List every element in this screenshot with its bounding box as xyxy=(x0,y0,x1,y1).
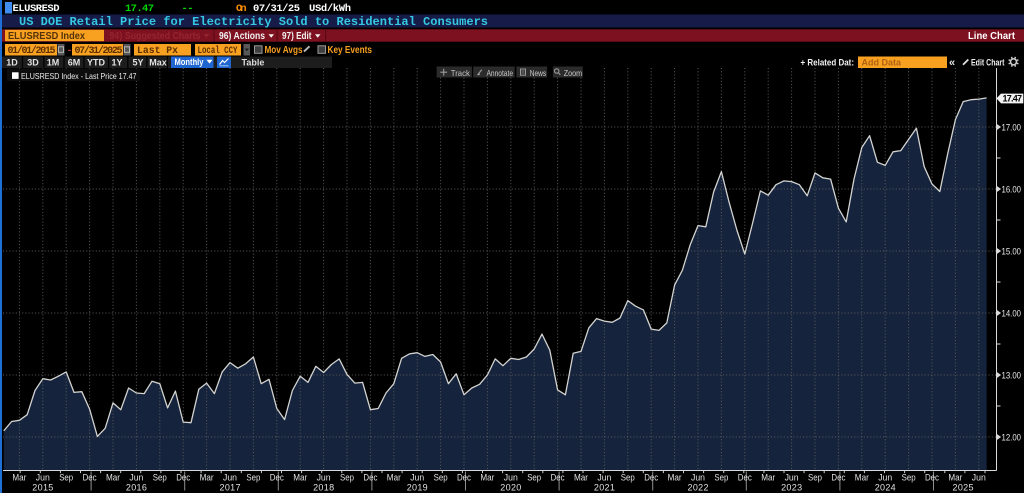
svg-text:2022: 2022 xyxy=(688,483,709,493)
svg-text:Jun: Jun xyxy=(597,473,611,483)
svg-text:Mar: Mar xyxy=(480,473,494,483)
svg-text:17.00: 17.00 xyxy=(1002,122,1022,133)
svg-text:Jun: Jun xyxy=(223,473,237,483)
svg-text:Edit Chart: Edit Chart xyxy=(971,57,1005,67)
svg-text:94) Suggested Charts: 94) Suggested Charts xyxy=(110,31,201,42)
svg-text:Dec: Dec xyxy=(644,473,658,483)
svg-text:USd/kWh: USd/kWh xyxy=(309,3,351,15)
svg-text:Sep: Sep xyxy=(714,473,728,483)
svg-text:07/31/25: 07/31/25 xyxy=(253,3,300,15)
svg-text:13.00: 13.00 xyxy=(1002,370,1022,381)
svg-text:2019: 2019 xyxy=(407,483,428,493)
svg-text:Jun: Jun xyxy=(410,473,424,483)
svg-text:01/01/2015: 01/01/2015 xyxy=(8,45,56,57)
svg-text:14.00: 14.00 xyxy=(1002,308,1022,319)
svg-text:Add Data: Add Data xyxy=(862,57,902,67)
svg-text:3D: 3D xyxy=(27,57,39,67)
svg-text:Sep: Sep xyxy=(246,473,260,483)
svg-text:15.00: 15.00 xyxy=(1002,246,1022,257)
svg-text:2016: 2016 xyxy=(126,483,147,493)
svg-text:Mar: Mar xyxy=(387,473,401,483)
svg-text:Mar: Mar xyxy=(855,473,869,483)
svg-text:Line Chart: Line Chart xyxy=(968,31,1016,42)
svg-text:2024: 2024 xyxy=(875,483,896,493)
svg-text:Jun: Jun xyxy=(691,473,705,483)
svg-text:2025: 2025 xyxy=(953,483,974,493)
svg-text:2023: 2023 xyxy=(781,483,802,493)
svg-text:Mov Avgs: Mov Avgs xyxy=(265,45,303,56)
svg-text:12.00: 12.00 xyxy=(1002,432,1022,443)
svg-text:Mar: Mar xyxy=(668,473,682,483)
svg-text:News: News xyxy=(530,68,547,78)
svg-text:Key Events: Key Events xyxy=(328,45,373,56)
svg-text:2021: 2021 xyxy=(594,483,615,493)
svg-text:Jun: Jun xyxy=(129,473,143,483)
svg-text:Dec: Dec xyxy=(925,473,939,483)
svg-text:Sep: Sep xyxy=(621,473,635,483)
svg-text:US DOE Retail Price for Electr: US DOE Retail Price for Electricity Sold… xyxy=(19,15,488,29)
svg-text:5Y: 5Y xyxy=(132,57,143,67)
svg-text:16.00: 16.00 xyxy=(1002,184,1022,195)
svg-text:Annotate: Annotate xyxy=(487,68,514,78)
svg-text:Jun: Jun xyxy=(972,473,986,483)
svg-text:2020: 2020 xyxy=(500,483,521,493)
svg-text:Dec: Dec xyxy=(363,473,377,483)
svg-text:Table: Table xyxy=(242,57,265,67)
svg-text:Last Px: Last Px xyxy=(137,46,178,57)
svg-text:Dec: Dec xyxy=(738,473,752,483)
svg-text:Sep: Sep xyxy=(902,473,916,483)
svg-text:Zoom: Zoom xyxy=(564,68,583,78)
svg-text:ELUSRESD: ELUSRESD xyxy=(13,3,60,15)
svg-text:On: On xyxy=(236,3,247,15)
svg-text:Jun: Jun xyxy=(878,473,892,483)
svg-text:-: - xyxy=(67,46,73,57)
svg-text:ELUSRESD Index - Last Price 17: ELUSRESD Index - Last Price 17.47 xyxy=(21,71,137,81)
svg-text:2018: 2018 xyxy=(313,483,334,493)
svg-text:Dec: Dec xyxy=(551,473,565,483)
svg-text:17.47: 17.47 xyxy=(125,3,154,15)
svg-text:Mar: Mar xyxy=(200,473,214,483)
svg-text:07/31/2025: 07/31/2025 xyxy=(75,45,123,57)
svg-text:Monthly: Monthly xyxy=(175,57,204,67)
svg-text:«: « xyxy=(949,57,955,69)
svg-text:Local CCY: Local CCY xyxy=(198,45,238,57)
svg-text:YTD: YTD xyxy=(87,57,106,67)
svg-text:Jun: Jun xyxy=(36,473,50,483)
svg-text:96) Actions: 96) Actions xyxy=(219,31,265,42)
svg-text:Dec: Dec xyxy=(176,473,190,483)
svg-text:Track: Track xyxy=(451,68,471,78)
svg-text:Mar: Mar xyxy=(574,473,588,483)
svg-text:Sep: Sep xyxy=(59,473,73,483)
svg-text:Sep: Sep xyxy=(340,473,354,483)
svg-text:Sep: Sep xyxy=(153,473,167,483)
svg-text:Mar: Mar xyxy=(12,473,26,483)
svg-text:+ Related Dat:: + Related Dat: xyxy=(801,57,855,67)
svg-text:Jun: Jun xyxy=(785,473,799,483)
svg-text:1Y: 1Y xyxy=(111,57,122,67)
svg-text:Dec: Dec xyxy=(831,473,845,483)
svg-text:ELUSRESD Index: ELUSRESD Index xyxy=(8,31,85,42)
svg-text:Sep: Sep xyxy=(808,473,822,483)
svg-text:Mar: Mar xyxy=(761,473,775,483)
svg-text:Dec: Dec xyxy=(83,473,97,483)
svg-text:Max: Max xyxy=(149,57,167,67)
svg-text:2017: 2017 xyxy=(220,483,241,493)
svg-text:1D: 1D xyxy=(6,57,18,67)
svg-text:Mar: Mar xyxy=(293,473,307,483)
svg-text:Mar: Mar xyxy=(106,473,120,483)
svg-text:2015: 2015 xyxy=(32,483,53,493)
svg-text:--: -- xyxy=(182,3,194,15)
svg-text:Dec: Dec xyxy=(270,473,284,483)
svg-text:Sep: Sep xyxy=(527,473,541,483)
svg-text:1M: 1M xyxy=(47,57,60,67)
svg-text:Sep: Sep xyxy=(434,473,448,483)
svg-text:97) Edit: 97) Edit xyxy=(282,31,312,42)
svg-text:17.47: 17.47 xyxy=(1003,93,1023,103)
svg-text:Dec: Dec xyxy=(457,473,471,483)
svg-text:Jun: Jun xyxy=(504,473,518,483)
svg-text:6M: 6M xyxy=(68,57,81,67)
svg-text:Mar: Mar xyxy=(948,473,962,483)
svg-text:Jun: Jun xyxy=(317,473,331,483)
